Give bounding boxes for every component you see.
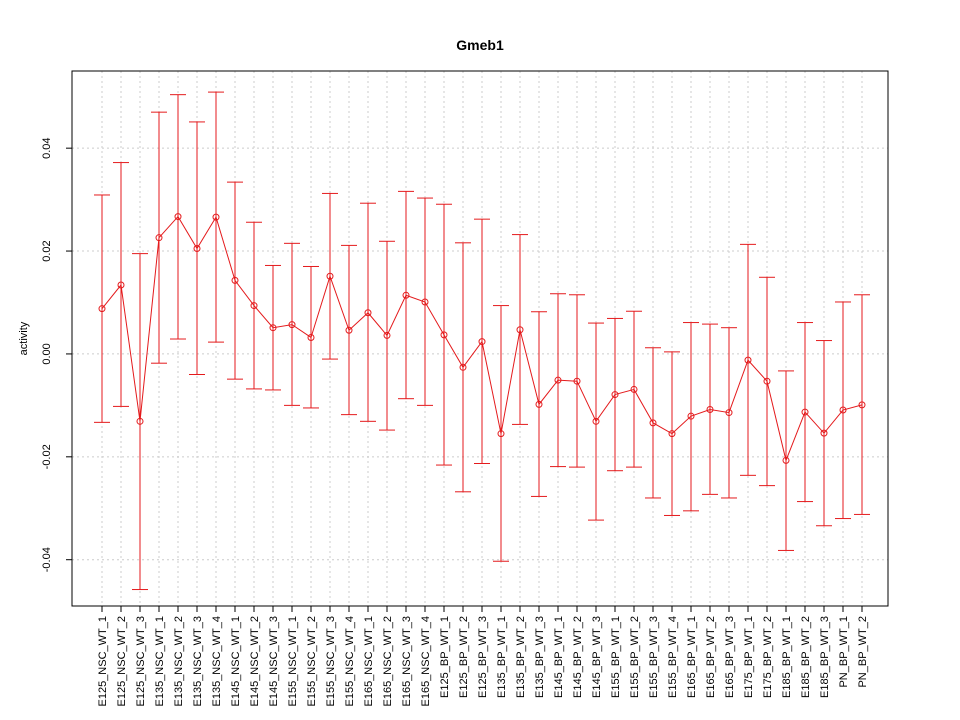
data-point (801, 408, 809, 416)
x-tick-label: E165_BP_WT_1 (686, 616, 698, 698)
y-axis-label: activity (18, 321, 30, 355)
data-point (839, 406, 847, 414)
data-point (364, 309, 372, 317)
x-tick-label: E155_BP_WT_1 (610, 616, 622, 698)
data-point (516, 326, 524, 334)
data-point (440, 331, 448, 339)
x-tick-label: E125_BP_WT_3 (477, 616, 489, 698)
x-tick-label: E125_BP_WT_1 (439, 616, 451, 698)
x-tick-label: E165_NSC_WT_4 (420, 616, 432, 707)
y-tick-label: -0.02 (41, 444, 53, 469)
data-point (478, 338, 486, 346)
data-point (136, 417, 144, 425)
data-point (155, 234, 163, 242)
data-point (98, 305, 106, 313)
x-tick-label: E155_NSC_WT_4 (344, 616, 356, 707)
text-layer: Gmeb1 activity -0.04 -0.02 0.00 0.02 0.04 E12… (18, 37, 869, 707)
data-point (744, 356, 752, 364)
y-tick-label: 0.00 (41, 343, 53, 364)
data-point (668, 430, 676, 438)
x-tick-label: E155_BP_WT_3 (648, 616, 660, 698)
data-point (269, 324, 277, 332)
x-tick-label: E135_NSC_WT_3 (192, 616, 204, 707)
series-line (101, 215, 863, 463)
data-point (174, 213, 182, 221)
data-point (782, 456, 790, 464)
axes-layer (66, 70, 889, 612)
x-tick-label: E155_BP_WT_2 (629, 616, 641, 698)
data-point (212, 213, 220, 221)
data-point (858, 401, 866, 409)
data-point (554, 376, 562, 384)
x-tick-label: E165_NSC_WT_2 (382, 616, 394, 707)
data-point (402, 291, 410, 299)
x-tick-label: E155_BP_WT_4 (667, 616, 679, 698)
x-tick-label: E125_NSC_WT_2 (116, 616, 128, 707)
x-tick-label: E155_NSC_WT_2 (306, 616, 318, 707)
data-point (573, 377, 581, 385)
x-tick-label: E125_NSC_WT_1 (97, 616, 109, 707)
data-point (535, 400, 543, 408)
x-tick-label: E165_NSC_WT_3 (401, 616, 413, 707)
data-point (649, 419, 657, 427)
y-tick-label: 0.04 (41, 137, 53, 158)
data-point (763, 377, 771, 385)
x-tick-label: E155_NSC_WT_3 (325, 616, 337, 707)
x-tick-label: E175_BP_WT_1 (743, 616, 755, 698)
data-point (326, 272, 334, 280)
x-tick-label: E175_BP_WT_2 (762, 616, 774, 698)
data-point (383, 331, 391, 339)
x-tick-label: PN_BP_WT_1 (838, 616, 850, 688)
x-tick-label: E145_BP_WT_3 (591, 616, 603, 698)
x-tick-label: E135_NSC_WT_4 (211, 616, 223, 707)
y-tick-label: -0.04 (41, 547, 53, 572)
data-point (592, 417, 600, 425)
x-tick-label: E135_BP_WT_3 (534, 616, 546, 698)
data-point (820, 429, 828, 437)
data-point (231, 276, 239, 284)
data-point (307, 333, 315, 341)
x-tick-label: E165_BP_WT_2 (705, 616, 717, 698)
data-point (250, 302, 258, 310)
y-tick-label: 0.02 (41, 240, 53, 261)
x-tick-label: E135_NSC_WT_2 (173, 616, 185, 707)
x-tick-label: E185_BP_WT_1 (781, 616, 793, 698)
x-tick-label: E145_BP_WT_2 (572, 616, 584, 698)
data-point (193, 244, 201, 252)
data-point (288, 321, 296, 329)
chart-title: Gmeb1 (456, 37, 504, 53)
data-point (630, 385, 638, 393)
x-tick-label: E135_NSC_WT_1 (154, 616, 166, 707)
x-tick-label: E145_NSC_WT_1 (230, 616, 242, 707)
x-tick-label: E145_NSC_WT_2 (249, 616, 261, 707)
x-tick-label: PN_BP_WT_2 (857, 616, 869, 688)
data-point (497, 430, 505, 438)
x-tick-label: E165_NSC_WT_1 (363, 616, 375, 707)
x-tick-label: E135_BP_WT_1 (496, 616, 508, 698)
data-point (117, 281, 125, 289)
grid-layer (72, 71, 888, 606)
x-tick-label: E155_NSC_WT_1 (287, 616, 299, 707)
x-tick-label: E145_NSC_WT_3 (268, 616, 280, 707)
plot-frame (71, 70, 889, 607)
data-point (706, 405, 714, 413)
x-tick-label: E135_BP_WT_2 (515, 616, 527, 698)
x-tick-label: E125_NSC_WT_3 (135, 616, 147, 707)
data-point (421, 298, 429, 306)
x-tick-label: E185_BP_WT_2 (800, 616, 812, 698)
x-tick-label: E145_BP_WT_1 (553, 616, 565, 698)
series-layer (94, 91, 870, 591)
data-point (687, 412, 695, 420)
x-tick-label: E185_BP_WT_3 (819, 616, 831, 698)
x-tick-label: E125_BP_WT_2 (458, 616, 470, 698)
data-point (345, 326, 353, 334)
data-point (459, 363, 467, 371)
data-point (611, 391, 619, 399)
x-tick-label: E165_BP_WT_3 (724, 616, 736, 698)
data-point (725, 409, 733, 417)
